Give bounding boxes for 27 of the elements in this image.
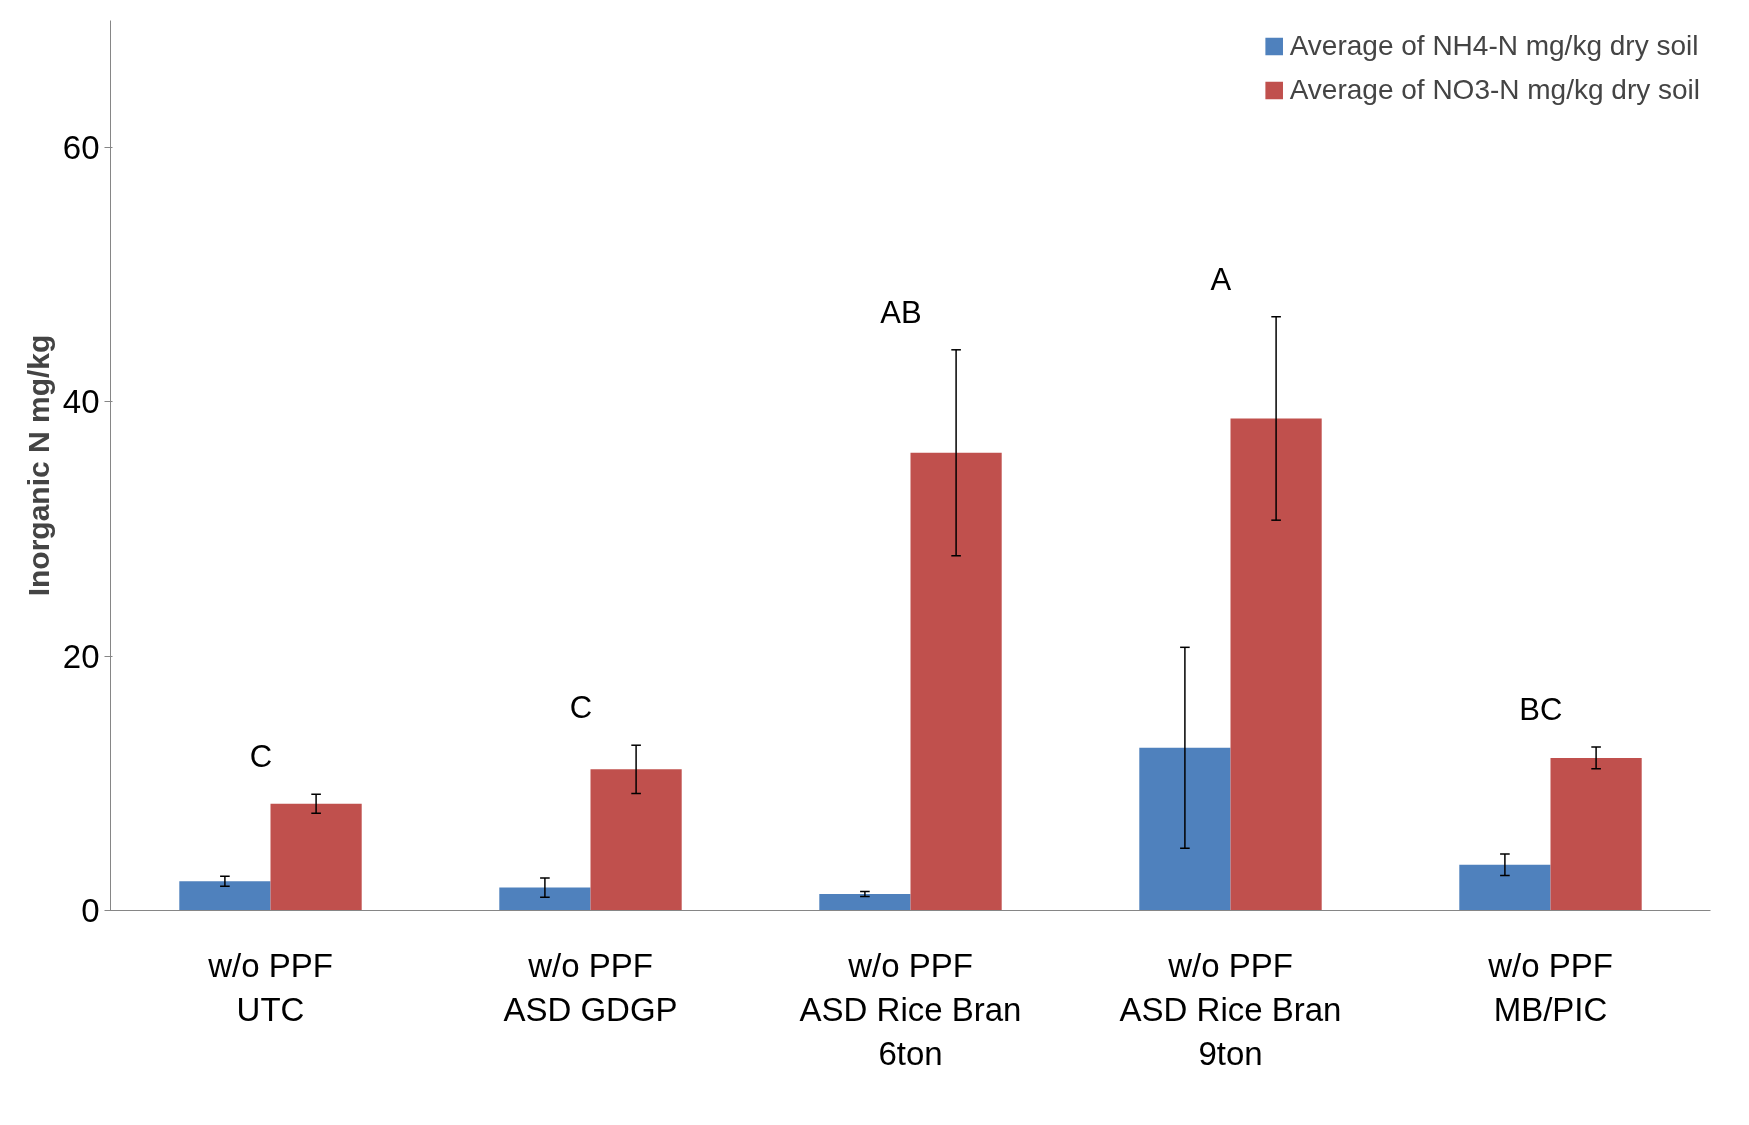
bar [1230, 418, 1322, 911]
legend-label: Average of NO3-N mg/kg dry soil [1289, 74, 1700, 106]
x-tick-label: w/o PPF ASD Rice Bran 6ton [799, 946, 1022, 1073]
y-tick-label: 20 [62, 637, 100, 675]
bar [1139, 747, 1231, 911]
bar [1550, 757, 1642, 911]
bar [819, 893, 911, 911]
annotation: A [1210, 261, 1232, 297]
bar [270, 803, 362, 911]
x-tick-label: w/o PPF MB/PIC [1487, 946, 1613, 1028]
x-tick-label: w/o PPF ASD Rice Bran 9ton [1119, 946, 1342, 1073]
x-tick-label: w/o PPF UTC [207, 946, 333, 1028]
bar [910, 452, 1002, 911]
annotation: C [569, 690, 593, 726]
bar [1459, 864, 1551, 911]
y-tick-label: 0 [81, 892, 100, 929]
x-tick-label: w/o PPF ASD GDGP [503, 946, 678, 1028]
bar [179, 881, 271, 911]
y-tick-label: 60 [62, 129, 100, 167]
bar [590, 769, 682, 911]
bar [499, 887, 591, 911]
annotation: AB [880, 294, 922, 330]
y-tick-label: 40 [62, 383, 100, 421]
annotation: C [249, 739, 273, 775]
y-axis-title: Inorganic N mg/kg [21, 334, 55, 597]
annotation: BC [1519, 692, 1563, 728]
legend-label: Average of NH4-N mg/kg dry soil [1289, 30, 1699, 62]
